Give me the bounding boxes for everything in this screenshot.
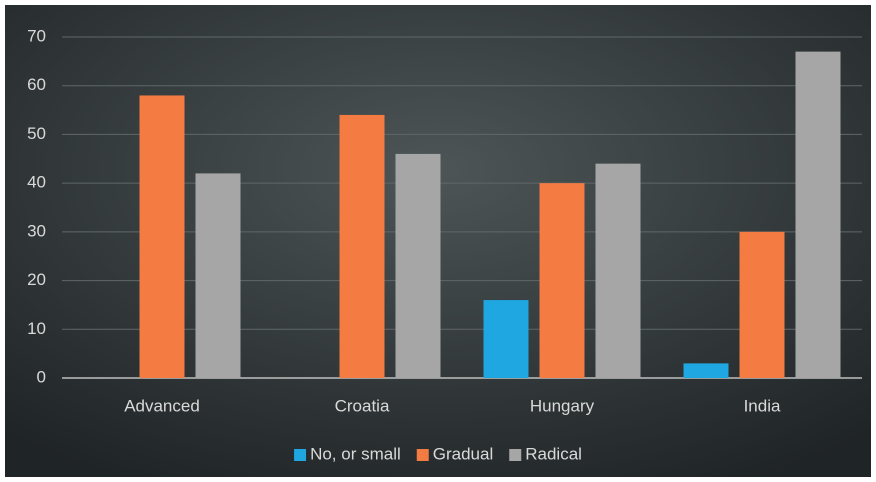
legend-label: Gradual <box>433 444 493 463</box>
bar <box>483 300 529 378</box>
bar <box>339 114 385 378</box>
y-tick-label: 30 <box>27 221 46 240</box>
x-tick-label: India <box>744 396 781 415</box>
legend-label: Radical <box>525 444 582 463</box>
y-tick-label: 50 <box>27 124 46 143</box>
y-tick-label: 40 <box>27 173 46 192</box>
y-tick-label: 70 <box>27 26 46 45</box>
legend-swatch <box>294 449 307 461</box>
bar <box>539 183 585 378</box>
bar <box>139 95 185 378</box>
bar <box>683 363 729 378</box>
y-tick-label: 60 <box>27 75 46 94</box>
y-tick-label: 10 <box>27 319 46 338</box>
bar <box>595 163 641 378</box>
y-tick-label: 20 <box>27 270 46 289</box>
legend-swatch <box>509 449 522 461</box>
x-tick-label: Advanced <box>124 396 200 415</box>
x-tick-label: Hungary <box>530 396 595 415</box>
y-tick-label: 0 <box>37 367 46 386</box>
bar <box>395 153 441 378</box>
legend: No, or small Gradual Radical <box>294 444 582 463</box>
legend-label: No, or small <box>310 444 401 463</box>
x-tick-label: Croatia <box>335 396 390 415</box>
legend-swatch <box>416 449 429 461</box>
bar <box>739 231 785 378</box>
bar <box>195 173 241 378</box>
bar <box>795 51 841 378</box>
